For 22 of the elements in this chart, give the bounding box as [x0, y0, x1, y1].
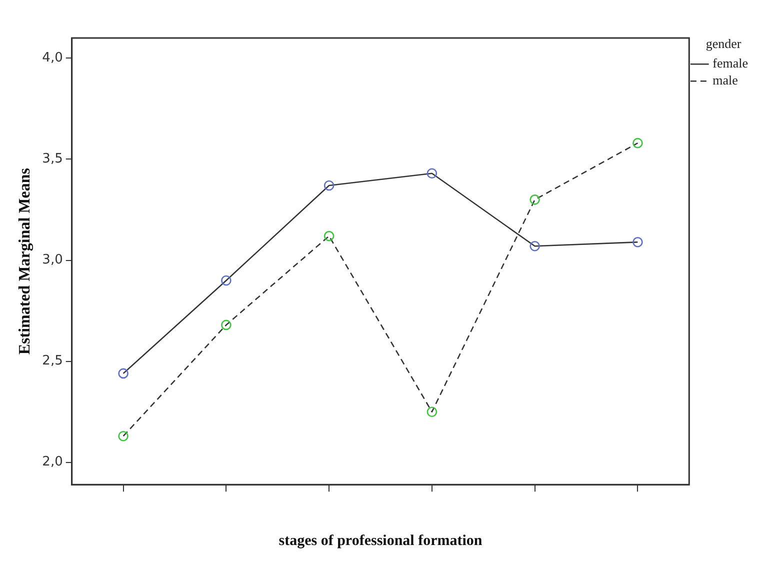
point — [426, 168, 438, 179]
point — [324, 180, 334, 191]
y-axis-title: Estimated Marginal Means — [16, 168, 34, 355]
point — [118, 430, 128, 442]
point — [632, 236, 643, 248]
point — [632, 138, 643, 148]
point — [221, 275, 232, 286]
legend-title: gender — [706, 36, 742, 51]
point — [324, 230, 334, 242]
y-tick-label: 2,0 — [42, 454, 63, 470]
legend-label: female — [712, 56, 748, 71]
point — [426, 406, 438, 417]
y-tick-label: 2,5 — [42, 354, 63, 369]
point — [530, 240, 540, 252]
point — [221, 320, 232, 330]
y-tick-label: 4,0 — [42, 50, 63, 66]
point — [530, 194, 540, 205]
x-axis-title: stages of professional formation — [278, 532, 483, 549]
y-tick-label: 3,0 — [42, 252, 63, 268]
legend-label: male — [712, 72, 738, 88]
y-tick-label: 3,5 — [42, 152, 63, 167]
point — [118, 368, 128, 379]
